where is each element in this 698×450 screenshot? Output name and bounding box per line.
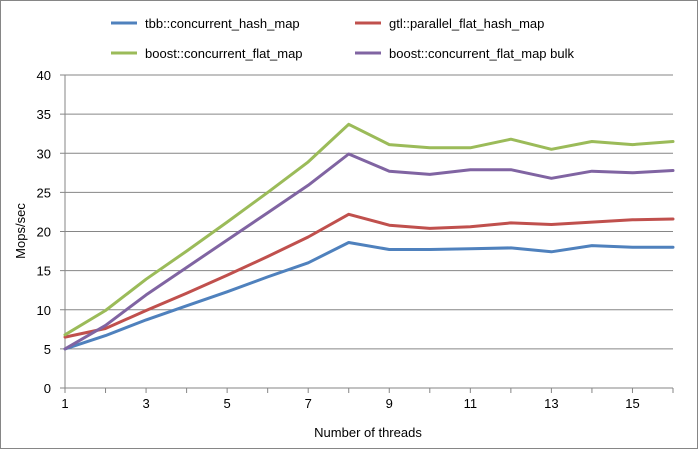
x-tick-label: 11 (464, 396, 478, 411)
series-line-3 (63, 122, 675, 337)
y-tick-label: 35 (37, 107, 51, 122)
x-tick-label: 13 (544, 396, 558, 411)
x-tick-label: 3 (142, 396, 149, 411)
y-tick-label: 20 (37, 225, 51, 240)
legend-label: boost::concurrent_flat_map bulk (389, 46, 574, 61)
series-line-2 (63, 212, 675, 339)
y-tick-label: 40 (37, 68, 51, 83)
legend: tbb::concurrent_hash_map gtl::parallel_fl… (111, 16, 574, 61)
x-tick-label: 7 (305, 396, 312, 411)
series-line-1 (63, 241, 675, 351)
y-tick-label: 15 (37, 264, 51, 279)
legend-entry: boost::concurrent_flat_map (111, 46, 303, 61)
gridlines (65, 74, 673, 350)
legend-label: boost::concurrent_flat_map (145, 46, 303, 61)
x-tick-label: 9 (386, 396, 393, 411)
y-tick-label: 25 (37, 185, 51, 200)
x-tick-label: 1 (61, 396, 68, 411)
legend-entry: boost::concurrent_flat_map bulk (355, 46, 574, 61)
y-tick-label: 0 (44, 381, 51, 396)
x-tick-label: 15 (625, 396, 639, 411)
legend-label: tbb::concurrent_hash_map (145, 16, 300, 31)
x-axis-title: Number of threads (314, 425, 422, 440)
y-tick-label: 10 (37, 303, 51, 318)
x-tick-label: 5 (224, 396, 231, 411)
legend-entry: gtl::parallel_flat_hash_map (355, 16, 544, 31)
legend-label: gtl::parallel_flat_hash_map (389, 16, 544, 31)
y-tick-label: 5 (44, 342, 51, 357)
y-axis-title: Mops/sec (13, 203, 28, 259)
series-lines (63, 122, 675, 351)
legend-entry: tbb::concurrent_hash_map (111, 16, 300, 31)
y-tick-label: 30 (37, 146, 51, 161)
series-line-4 (63, 152, 675, 351)
